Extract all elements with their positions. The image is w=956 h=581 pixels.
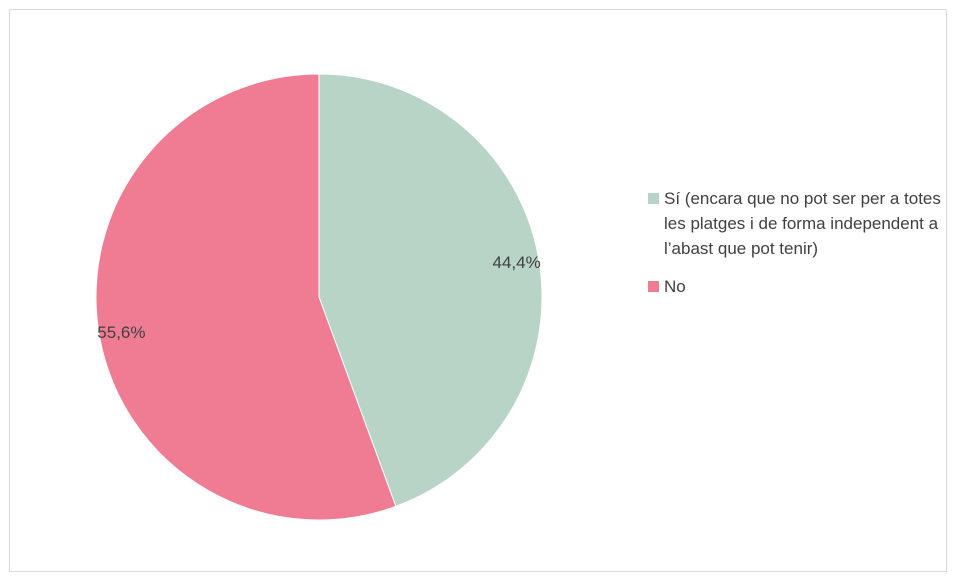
data-label-si: 44,4% xyxy=(492,253,540,272)
pie-slice-si[interactable] xyxy=(318,73,543,507)
chart-area: 44,4% 55,6% Sí (encara que no pot ser per… xyxy=(9,9,947,572)
data-label-no: 55,6% xyxy=(97,323,145,342)
pie-slice-no[interactable] xyxy=(95,73,397,521)
legend-label-no: No xyxy=(664,277,686,296)
legend-item-no[interactable]: No xyxy=(648,274,948,299)
pie-chart: 44,4% 55,6% xyxy=(95,73,543,521)
pie-slices xyxy=(95,73,543,521)
pie-data-labels: 44,4% 55,6% xyxy=(97,253,540,342)
legend: Sí (encara que no pot ser per a totes le… xyxy=(648,186,948,312)
legend-swatch-si xyxy=(648,193,659,204)
legend-label-si: Sí (encara que no pot ser per a totes le… xyxy=(664,189,941,258)
legend-swatch-no xyxy=(648,281,659,292)
legend-item-si[interactable]: Sí (encara que no pot ser per a totes le… xyxy=(648,186,948,261)
